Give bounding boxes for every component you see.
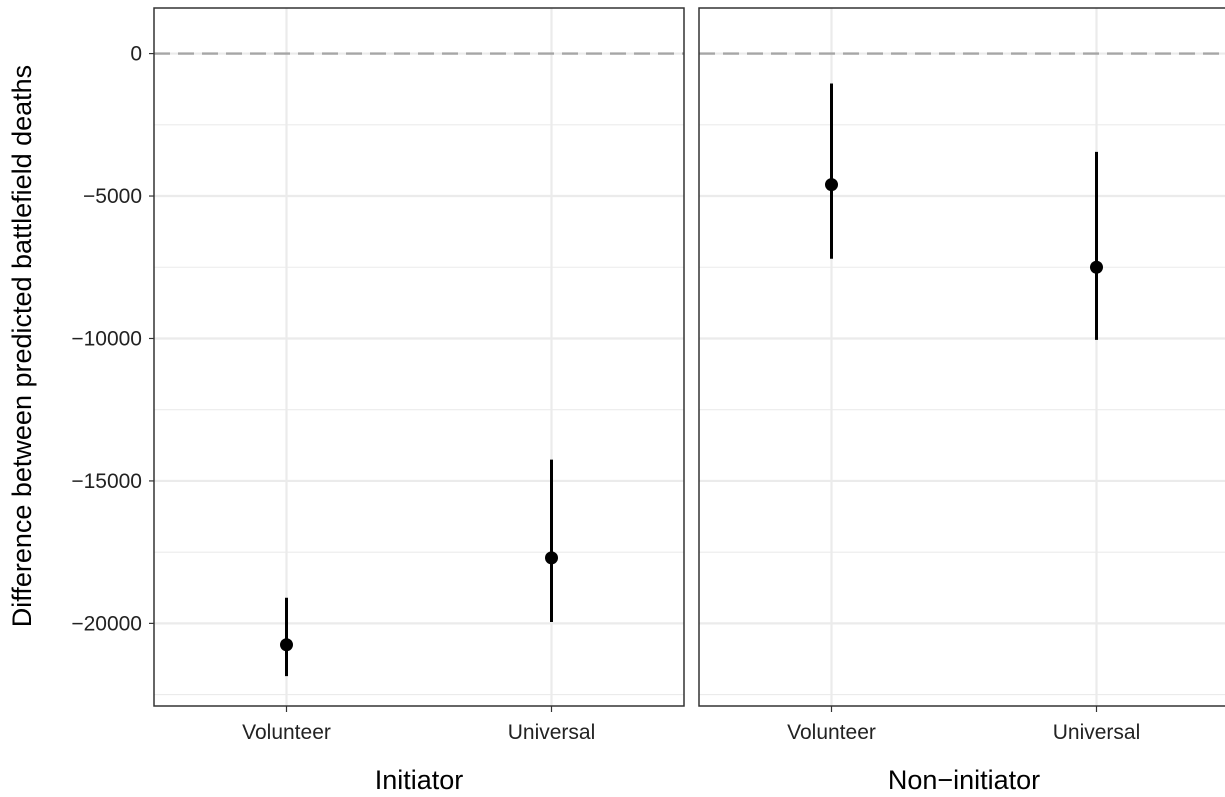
y-axis-title: Difference between predicted battlefield…: [7, 65, 37, 627]
panel-border: [698, 7, 1225, 707]
data-point-volunteer: [825, 178, 838, 192]
x-tick-label-universal: Universal: [508, 721, 596, 744]
data-point-universal: [1090, 260, 1103, 274]
x-tick-label-universal: Universal: [1053, 721, 1141, 744]
y-tick-label: −20000: [71, 612, 142, 635]
data-point-universal: [545, 551, 558, 565]
panel-non-initiator: Volunteer Universal: [698, 7, 1225, 744]
panel-border: [153, 7, 685, 707]
panel-background: [154, 8, 684, 706]
y-axis: 0 −5000 −10000 −15000 −20000: [71, 43, 154, 635]
x-axis-title-non-initiator: Non−initiator: [888, 765, 1040, 795]
data-point-volunteer: [280, 638, 293, 652]
y-tick-label: −5000: [83, 185, 142, 208]
x-tick-label-volunteer: Volunteer: [242, 721, 331, 744]
y-tick-label: −15000: [71, 470, 142, 493]
y-tick-label: 0: [130, 43, 142, 66]
x-tick-label-volunteer: Volunteer: [787, 721, 876, 744]
x-axis-title-initiator: Initiator: [375, 765, 464, 795]
panel-background: [699, 8, 1225, 706]
y-tick-label: −10000: [71, 327, 142, 350]
panel-initiator: Volunteer Universal: [153, 7, 685, 744]
